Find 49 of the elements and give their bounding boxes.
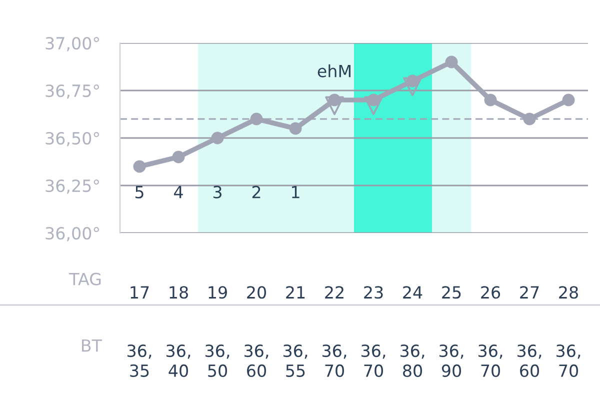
point: [523, 112, 536, 126]
annotation: ehM: [318, 64, 350, 78]
y-axis-title: BT: [82, 339, 102, 352]
y-tick-label: 36,75°: [46, 84, 99, 99]
x-tick-label: 20: [247, 286, 266, 299]
point: [364, 96, 383, 116]
data-label: 36,35: [128, 344, 152, 377]
annotation: 5: [135, 186, 144, 198]
annotation: 3: [213, 186, 222, 198]
y-tick-label: 36,00°: [46, 226, 99, 242]
data-label: 36,80: [400, 344, 424, 377]
point: [562, 94, 575, 106]
point: [445, 56, 458, 68]
x-tick-label: 23: [364, 286, 383, 299]
data-label: 36,55: [284, 344, 308, 377]
point: [403, 77, 422, 96]
x-tick-label: 24: [403, 286, 422, 298]
data-label: 36,90: [440, 344, 464, 377]
data-label: 36,60: [244, 344, 268, 377]
point: [133, 160, 146, 173]
annotation: 1: [292, 186, 300, 198]
y-tick-label: 37,00°: [46, 36, 99, 52]
point: [484, 94, 497, 106]
y-tick-label: 36,50°: [46, 132, 99, 146]
x-tick-label: 19: [208, 286, 227, 299]
point: [250, 112, 263, 126]
y-tick-label: 36,25°: [46, 179, 99, 194]
x-tick-label: 26: [481, 286, 500, 299]
x-tick-label: 21: [286, 286, 305, 298]
point: [289, 122, 302, 135]
data-label: 36,70: [478, 344, 502, 377]
point: [211, 132, 224, 144]
x-tick-label: 27: [520, 286, 539, 298]
x-tick-label: 28: [559, 286, 578, 299]
x-tick-label: 22: [325, 286, 344, 298]
x-tick-label: 17: [130, 286, 149, 298]
annotation: 4: [174, 186, 183, 198]
data-label: 36,70: [322, 344, 346, 377]
data-label: 36,70: [556, 344, 580, 377]
annotation: 2: [252, 186, 260, 198]
data-label: 36,50: [206, 344, 230, 377]
point: [325, 96, 344, 116]
data-label: 36,60: [518, 344, 542, 377]
x-tick-label: 18: [170, 286, 188, 299]
data-label: 36,40: [166, 344, 190, 377]
point: [172, 150, 185, 164]
data-label: 36,70: [362, 344, 386, 377]
x-axis-title: TAG: [69, 272, 101, 286]
x-tick-label: 25: [442, 286, 461, 299]
